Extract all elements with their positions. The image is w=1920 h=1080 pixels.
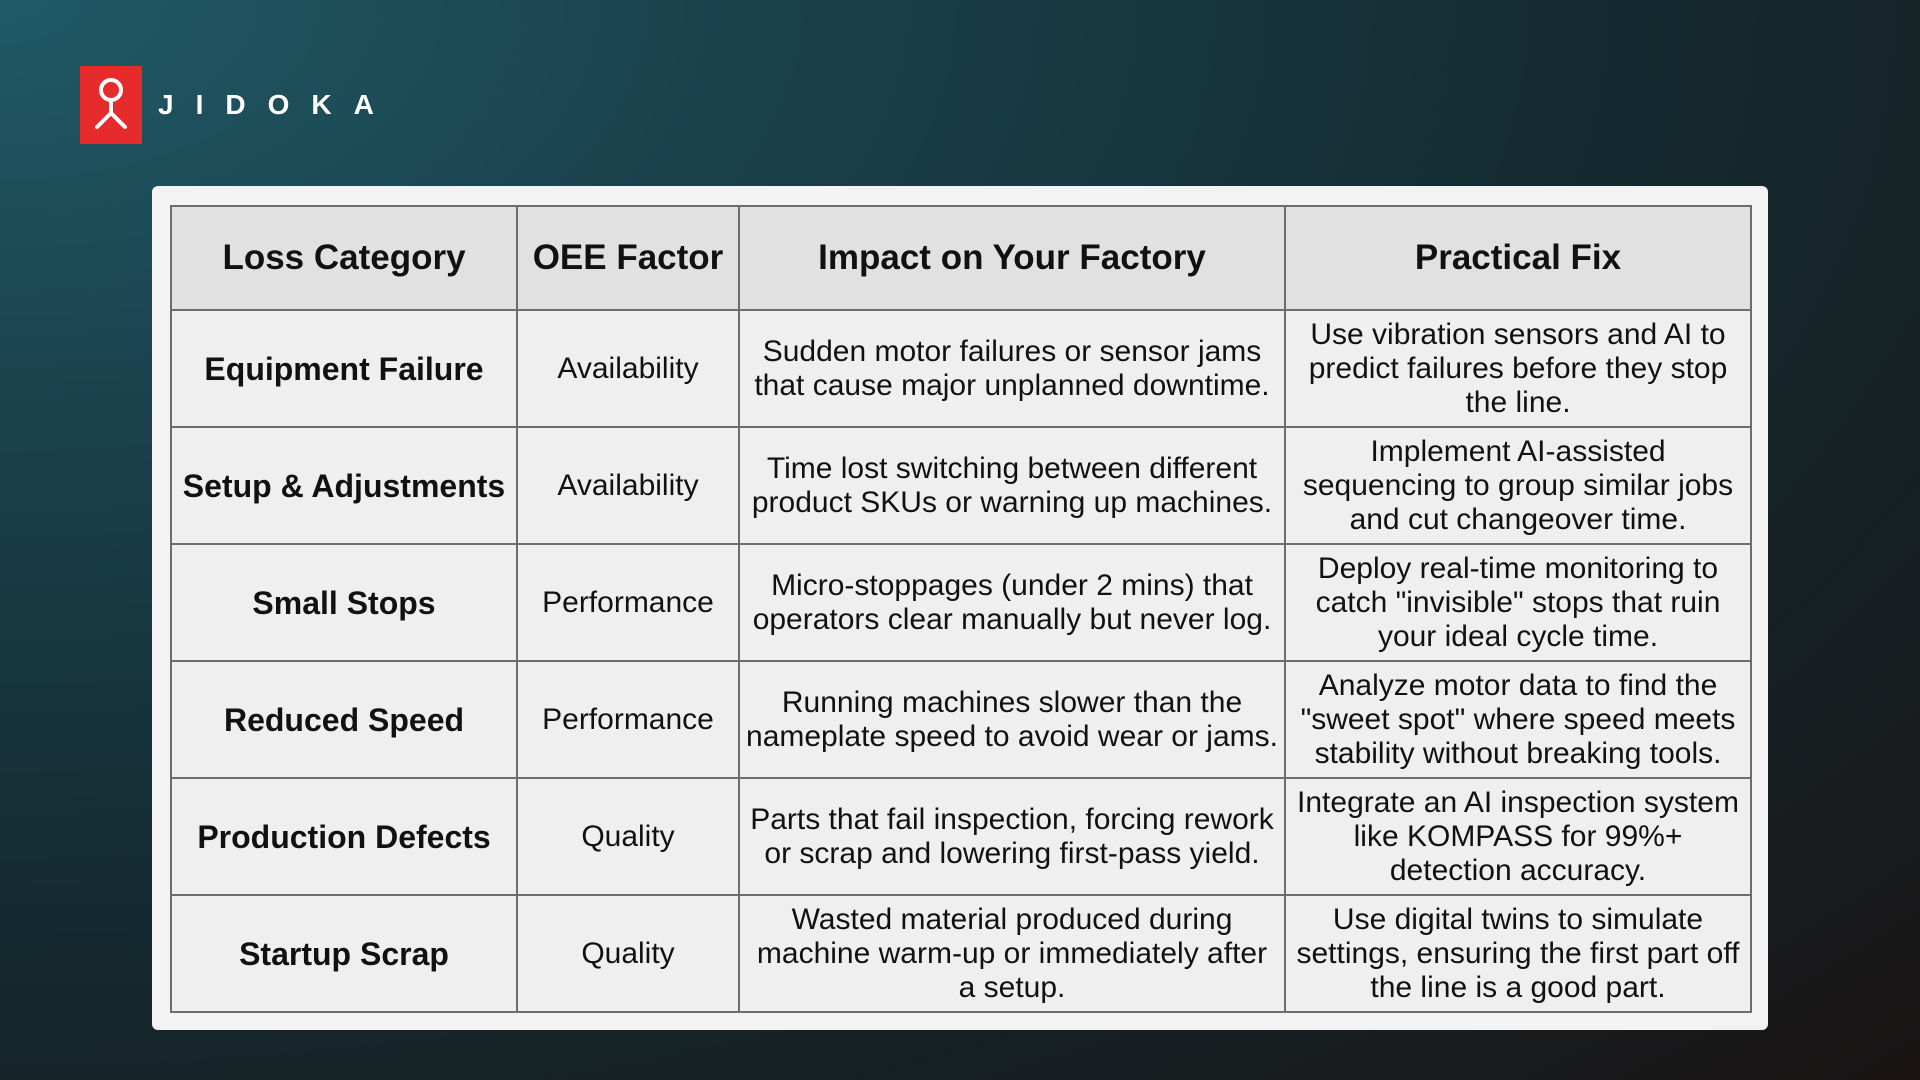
oee-factor-cell: Performance [516,660,740,779]
table-row: Small Stops Performance Micro-stoppages … [170,543,1752,662]
header-impact: Impact on Your Factory [738,205,1286,311]
oee-factor-cell: Quality [516,777,740,896]
practical-fix-cell: Use digital twins to simulate settings, … [1284,894,1752,1013]
loss-category-cell: Setup & Adjustments [170,426,518,545]
person-icon [80,66,142,144]
impact-cell: Time lost switching between different pr… [738,426,1286,545]
oee-factor-cell: Performance [516,543,740,662]
loss-category-cell: Production Defects [170,777,518,896]
impact-cell: Micro-stoppages (under 2 mins) that oper… [738,543,1286,662]
practical-fix-cell: Analyze motor data to find the "sweet sp… [1284,660,1752,779]
brand-logo: JIDOKA [80,66,396,144]
header-oee-factor: OEE Factor [516,205,740,311]
header-row: Loss Category OEE Factor Impact on Your … [170,205,1752,311]
practical-fix-cell: Integrate an AI inspection system like K… [1284,777,1752,896]
brand-name: JIDOKA [158,89,396,120]
oee-factor-cell: Quality [516,894,740,1013]
practical-fix-cell: Deploy real-time monitoring to catch "in… [1284,543,1752,662]
loss-category-cell: Reduced Speed [170,660,518,779]
loss-category-cell: Small Stops [170,543,518,662]
practical-fix-cell: Use vibration sensors and AI to predict … [1284,309,1752,428]
table-card: Loss Category OEE Factor Impact on Your … [152,186,1768,1030]
oee-loss-table: Loss Category OEE Factor Impact on Your … [170,205,1752,1013]
table-row: Production Defects Quality Parts that fa… [170,777,1752,896]
table-row: Setup & Adjustments Availability Time lo… [170,426,1752,545]
impact-cell: Parts that fail inspection, forcing rewo… [738,777,1286,896]
loss-category-cell: Equipment Failure [170,309,518,428]
practical-fix-cell: Implement AI-assisted sequencing to grou… [1284,426,1752,545]
header-loss-category: Loss Category [170,205,518,311]
impact-cell: Running machines slower than the namepla… [738,660,1286,779]
impact-cell: Sudden motor failures or sensor jams tha… [738,309,1286,428]
loss-category-cell: Startup Scrap [170,894,518,1013]
table-row: Reduced Speed Performance Running machin… [170,660,1752,779]
table-row: Equipment Failure Availability Sudden mo… [170,309,1752,428]
table-row: Startup Scrap Quality Wasted material pr… [170,894,1752,1013]
oee-factor-cell: Availability [516,309,740,428]
header-practical-fix: Practical Fix [1284,205,1752,311]
oee-factor-cell: Availability [516,426,740,545]
impact-cell: Wasted material produced during machine … [738,894,1286,1013]
